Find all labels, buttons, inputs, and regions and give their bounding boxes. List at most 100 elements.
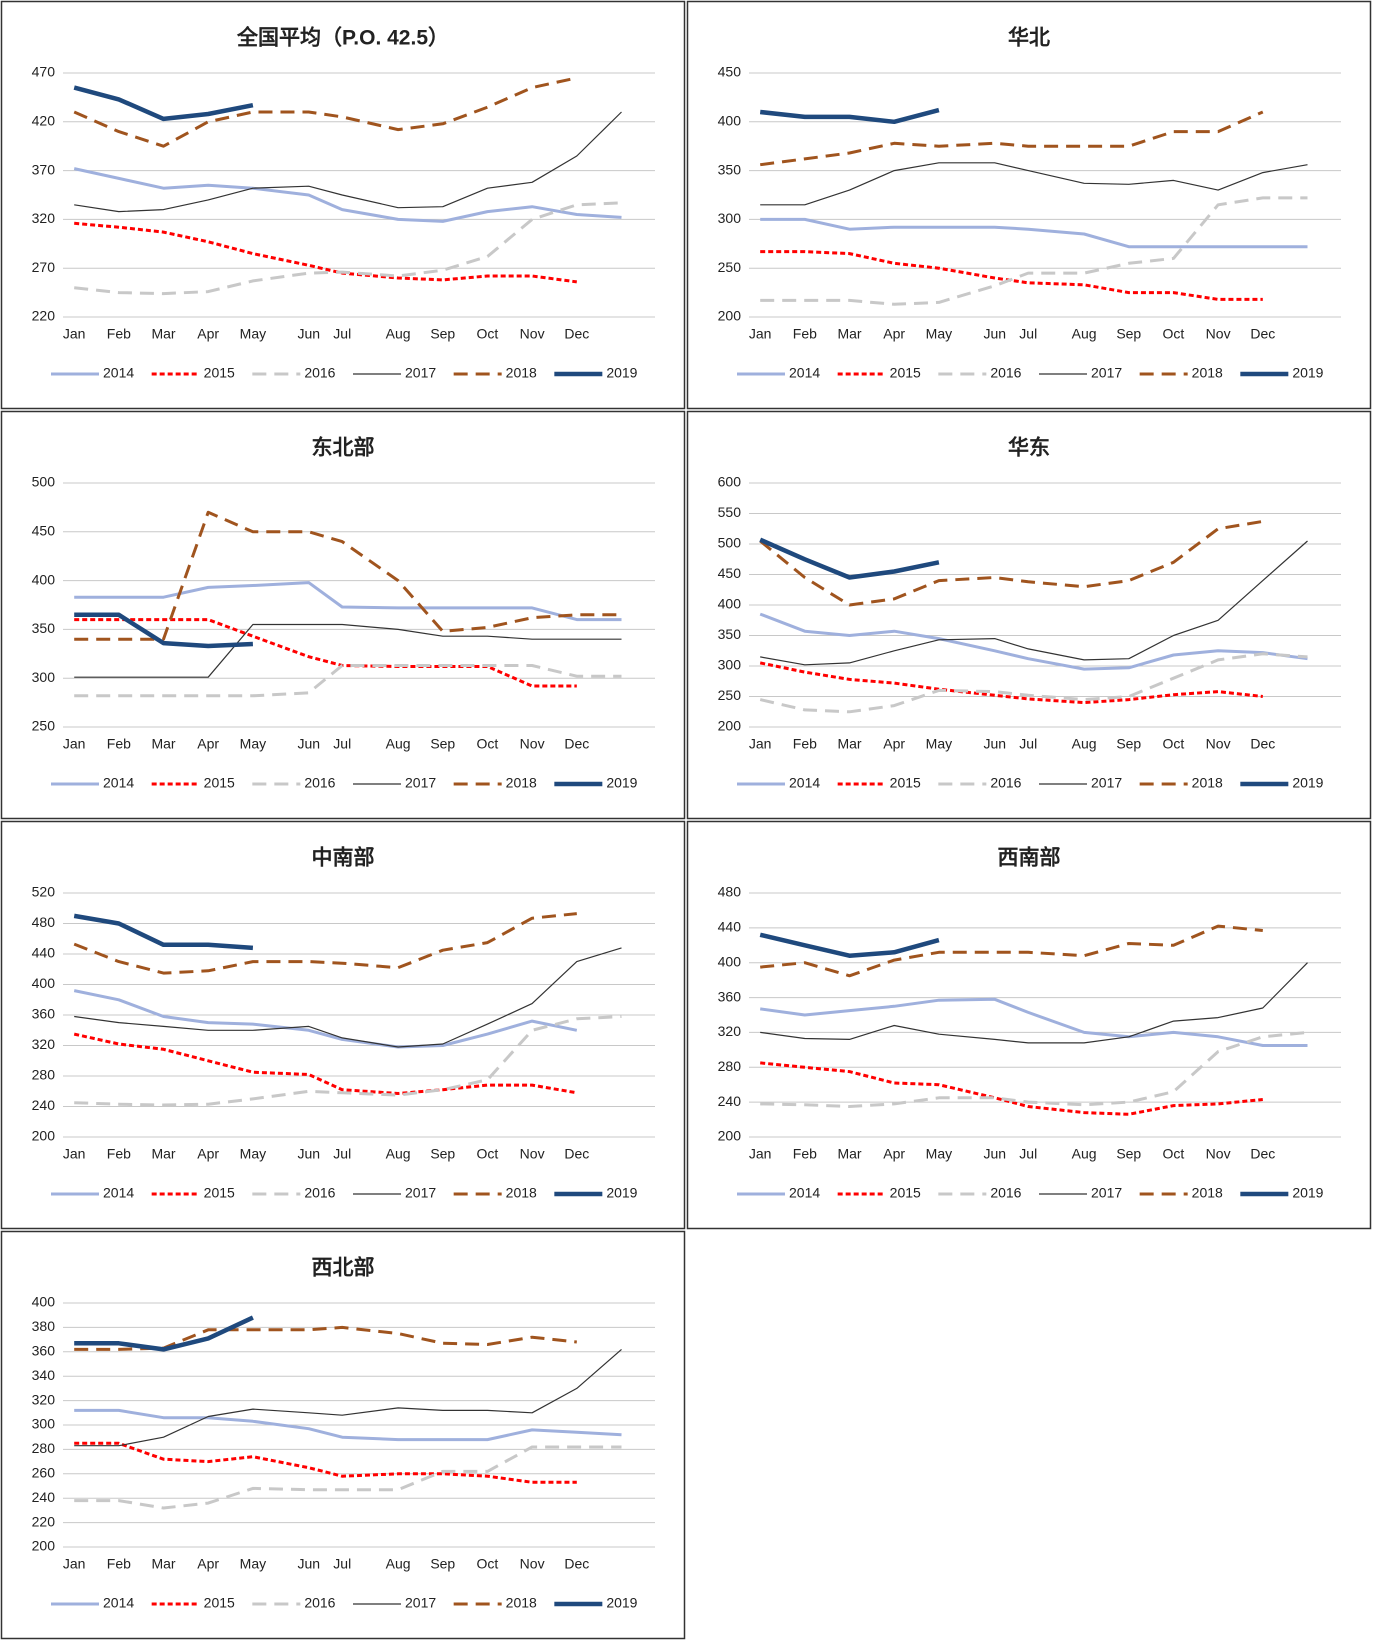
series-line — [74, 618, 577, 688]
x-tick-label: Nov — [1206, 326, 1231, 342]
y-tick-label: 450 — [32, 523, 56, 539]
x-tick-label: Dec — [1250, 1146, 1275, 1162]
x-tick-label: Jun — [297, 1556, 320, 1572]
series-line — [73, 912, 577, 975]
legend-label: 2018 — [1192, 775, 1223, 791]
y-tick-label: 360 — [32, 1006, 56, 1022]
series-line — [760, 196, 1308, 306]
y-tick-label: 370 — [32, 161, 56, 177]
chart-panel: 中南部 200 240 280 320 360 400 440 480 520 Jan Feb Mar A… — [0, 820, 686, 1230]
legend-label: 2015 — [890, 775, 921, 791]
y-tick-label: 200 — [718, 308, 742, 324]
legend-label: 2018 — [506, 775, 537, 791]
series-line — [759, 107, 940, 125]
legend-label: 2015 — [890, 1185, 921, 1201]
x-tick-label: Nov — [520, 326, 545, 342]
series-line — [74, 201, 622, 296]
legend-label: 2016 — [990, 1185, 1021, 1201]
chart-title: 华东 — [1008, 436, 1050, 460]
x-tick-label: Feb — [107, 1146, 131, 1162]
series-line — [74, 1441, 577, 1484]
x-tick-label: Aug — [386, 1146, 411, 1162]
x-tick-label: Oct — [477, 1556, 499, 1572]
y-tick-label: 470 — [32, 64, 56, 80]
x-tick-label: Sep — [430, 326, 455, 342]
y-tick-label: 220 — [32, 1513, 56, 1529]
panel-border — [686, 410, 1372, 820]
x-tick-label: Mar — [837, 326, 861, 342]
chart-title: 西南部 — [998, 846, 1061, 870]
y-tick-label: 200 — [718, 1128, 742, 1144]
x-tick-label: Jun — [297, 326, 320, 342]
x-tick-label: Jun — [983, 1146, 1006, 1162]
legend-label: 2014 — [789, 365, 820, 381]
x-tick-label: May — [240, 1146, 266, 1162]
y-tick-label: 320 — [718, 1023, 742, 1039]
legend-label: 2016 — [990, 365, 1021, 381]
y-tick-label: 500 — [32, 474, 56, 490]
series-line — [73, 913, 254, 951]
x-tick-label: Jun — [297, 1146, 320, 1162]
chart-panel: 华东 200 250 300 350 400 450 500 550 600 Jan Feb Mar Ap… — [686, 410, 1372, 820]
y-tick-label: 250 — [718, 687, 742, 703]
series-line — [73, 989, 578, 1049]
x-tick-label: Oct — [477, 326, 499, 342]
legend-label: 2016 — [990, 775, 1021, 791]
x-tick-label: Feb — [107, 1556, 131, 1572]
panel-border — [686, 820, 1372, 1230]
y-tick-label: 240 — [32, 1097, 56, 1113]
y-tick-label: 300 — [32, 1416, 56, 1432]
chart-title: 东北部 — [312, 436, 375, 460]
legend-label: 2019 — [606, 1595, 637, 1611]
series-line — [759, 612, 1308, 671]
y-tick-label: 200 — [32, 1538, 56, 1554]
series-line — [759, 997, 1308, 1047]
series-line — [759, 519, 1264, 607]
chart-panel: 华北 200 250 300 350 400 450 Jan Feb Mar Apr May Jun Ju… — [686, 0, 1372, 410]
y-tick-label: 480 — [32, 914, 56, 930]
x-tick-label: Jun — [983, 736, 1006, 752]
series-line — [74, 664, 622, 698]
series-line — [73, 167, 622, 223]
y-tick-label: 320 — [32, 210, 56, 226]
chart-panel: 全国平均（P.O. 42.5） 220 270 320 370 420 470 Jan Feb M… — [0, 0, 686, 410]
legend-label: 2014 — [103, 1595, 134, 1611]
series-line — [760, 162, 1308, 206]
y-tick-label: 500 — [718, 535, 742, 551]
legend-label: 2019 — [1292, 1185, 1323, 1201]
x-tick-label: Jul — [333, 326, 351, 342]
y-tick-label: 400 — [32, 975, 56, 991]
legend-label: 2019 — [1292, 365, 1323, 381]
x-tick-label: Jan — [63, 1146, 86, 1162]
y-tick-label: 360 — [32, 1343, 56, 1359]
y-tick-label: 240 — [718, 1093, 742, 1109]
y-tick-label: 280 — [32, 1067, 56, 1083]
x-tick-label: Dec — [564, 736, 589, 752]
legend-label: 2018 — [1192, 365, 1223, 381]
y-tick-label: 480 — [718, 884, 742, 900]
series-line — [760, 217, 1308, 249]
y-tick-label: 400 — [32, 1294, 56, 1310]
x-tick-label: Apr — [197, 1556, 219, 1572]
y-tick-label: 600 — [718, 474, 742, 490]
x-tick-label: Apr — [883, 326, 905, 342]
chart-title: 华北 — [1008, 26, 1050, 50]
chart-panel: 西北部 200 220 240 260 280 300 320 340 360 380 400 Jan F… — [0, 1230, 686, 1640]
x-tick-label: Oct — [1163, 326, 1185, 342]
x-tick-label: Aug — [386, 1556, 411, 1572]
series-line — [74, 1408, 622, 1442]
chart-title: 西北部 — [312, 1256, 375, 1280]
series-line — [73, 76, 578, 148]
x-tick-label: Sep — [430, 1146, 455, 1162]
legend-label: 2015 — [890, 365, 921, 381]
x-tick-label: Aug — [1072, 736, 1097, 752]
series-line — [74, 1445, 622, 1510]
x-tick-label: Jul — [333, 1556, 351, 1572]
x-tick-label: Feb — [107, 736, 131, 752]
y-tick-label: 400 — [718, 596, 742, 612]
x-tick-label: Feb — [793, 736, 817, 752]
y-tick-label: 550 — [718, 504, 742, 520]
y-tick-label: 200 — [718, 718, 742, 734]
legend-label: 2014 — [103, 1185, 134, 1201]
x-tick-label: Dec — [564, 1556, 589, 1572]
